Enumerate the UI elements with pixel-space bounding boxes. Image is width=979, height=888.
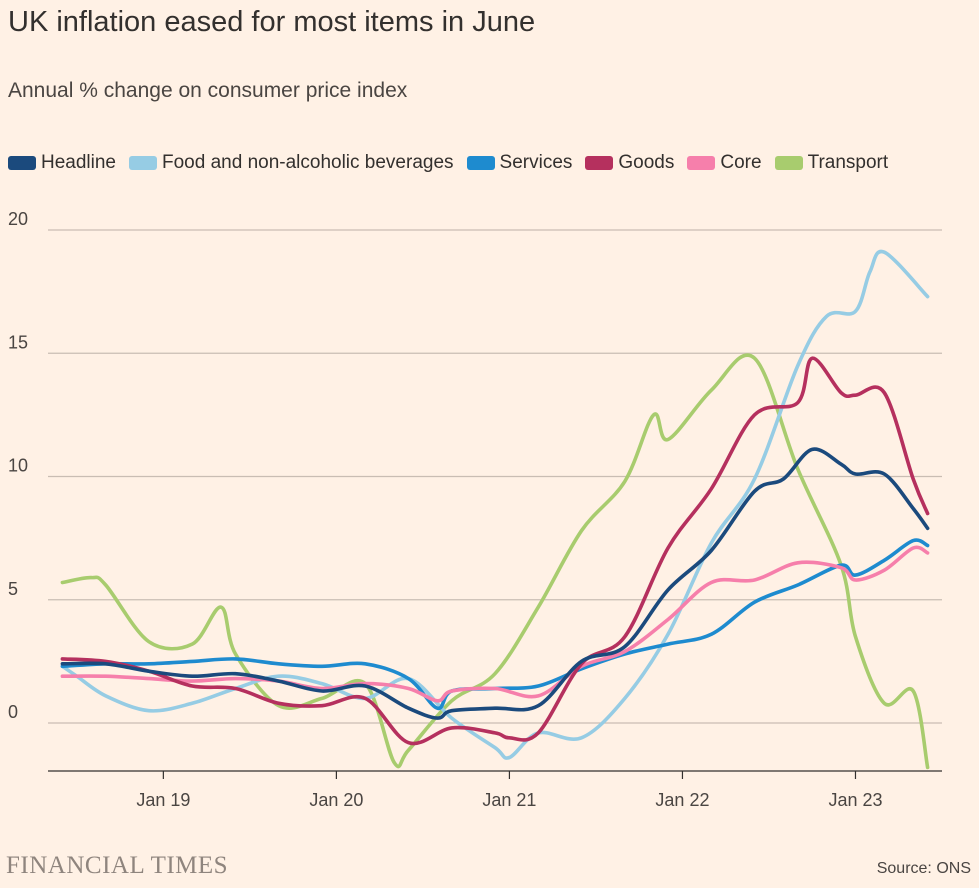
legend-item-headline: Headline [8, 152, 116, 174]
y-axis-tick-labels: 20 15 10 5 0 [8, 209, 28, 722]
legend-label: Goods [618, 152, 675, 173]
legend-swatch [129, 156, 157, 170]
x-tick-label: Jan 23 [828, 790, 882, 810]
chart-series [60, 249, 930, 770]
legend-label: Core [720, 152, 762, 173]
chart-gridlines [48, 229, 942, 724]
legend-label: Services [499, 152, 573, 173]
chart-title: UK inflation eased for most items in Jun… [8, 6, 536, 38]
series-line-services [60, 538, 930, 711]
legend-item-core: Core [687, 152, 762, 174]
x-tick-label: Jan 19 [136, 790, 190, 810]
legend-swatch [466, 156, 495, 170]
legend-item-transport: Transport [774, 152, 889, 174]
legend-swatch [687, 156, 716, 170]
series-line-core [60, 545, 930, 703]
legend-item-goods: Goods [585, 152, 674, 174]
y-tick-label: 5 [8, 579, 18, 599]
y-tick-label: 15 [8, 332, 28, 352]
series-line-transport [60, 353, 930, 770]
legend-label: Food and non-alcoholic beverages [162, 152, 454, 173]
chart-subtitle: Annual % change on consumer price index [8, 79, 408, 102]
x-axis: Jan 19 Jan 20 Jan 21 Jan 22 Jan 23 [48, 770, 942, 810]
legend-swatch [8, 156, 36, 170]
y-tick-label: 20 [8, 209, 28, 229]
x-tick-label: Jan 20 [309, 790, 363, 810]
legend-item-food-and-non-alcoholic-beverages: Food and non-alcoholic beverages [129, 152, 454, 174]
y-tick-label: 0 [8, 702, 18, 722]
brand-logo: FINANCIAL TIMES [6, 852, 229, 879]
legend-swatch [774, 156, 803, 170]
x-tick-label: Jan 21 [482, 790, 536, 810]
legend-label: Headline [41, 152, 116, 173]
legend-item-services: Services [466, 152, 573, 174]
legend-swatch [585, 156, 614, 170]
series-line-goods [60, 356, 930, 746]
legend-label: Transport [807, 152, 889, 173]
y-tick-label: 10 [8, 456, 28, 476]
source-note: Source: ONS [876, 860, 971, 877]
series-line-headline [60, 447, 930, 720]
x-tick-label: Jan 22 [655, 790, 709, 810]
series-line-food-and-non-alcoholic-beverages [60, 249, 930, 760]
chart-legend: Headline Food and non-alcoholic beverages… [8, 152, 901, 174]
